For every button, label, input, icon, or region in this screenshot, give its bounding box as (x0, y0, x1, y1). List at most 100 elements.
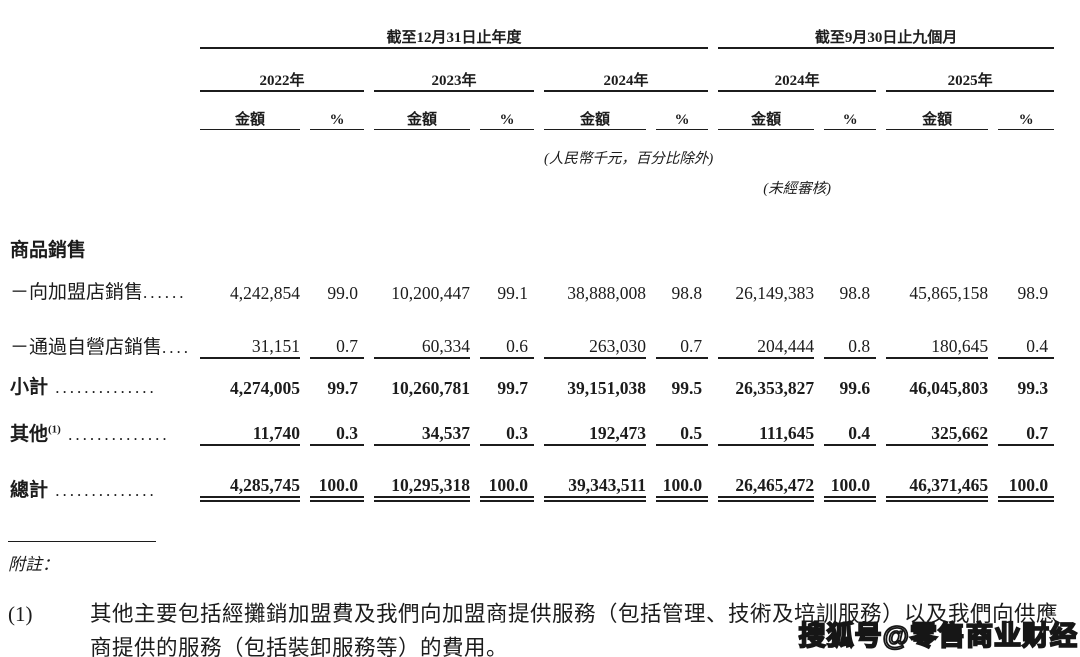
footnote-ref: (1) (48, 423, 61, 436)
percent-cell: 99.7 (497, 378, 528, 398)
revenue-breakdown-table: 截至12月31日止年度 截至9月30日止九個月 2022年 2023年 2024… (0, 10, 1064, 502)
percent-cell: 0.3 (310, 399, 364, 446)
amount-cell: 180,645 (886, 304, 989, 359)
percent-cell: 100.0 (656, 446, 709, 502)
percent-header: % (480, 92, 534, 130)
row-label: －通過自營店銷售.... (10, 304, 190, 359)
percent-cell: 0.7 (310, 304, 364, 359)
percent-header: % (656, 92, 709, 130)
period-group-row: 截至12月31日止年度 截至9月30日止九個月 (10, 10, 1055, 49)
table-row-others: 其他(1) .............. 11,740 0.3 34,537 0… (10, 399, 1055, 446)
row-label-text: －向加盟店銷售 (10, 282, 144, 303)
amount-cell: 38,888,008 (567, 283, 646, 303)
table-row-self-operated-sales: －通過自營店銷售.... 31,151 0.7 60,334 0.6 263,0… (10, 304, 1055, 359)
amount-cell: 325,662 (886, 399, 989, 446)
amount-cell: 45,865,158 (909, 283, 989, 303)
amount-header: 金額 (374, 92, 470, 130)
percent-cell: 99.0 (327, 283, 358, 303)
amount-cell: 4,274,005 (230, 378, 300, 398)
spacer-cell (200, 198, 1054, 262)
amount-cell: 31,151 (200, 304, 300, 359)
amount-cell: 10,260,781 (391, 378, 470, 398)
percent-cell: 100.0 (998, 446, 1055, 502)
section-title-row: 商品銷售 (10, 198, 1054, 262)
percent-cell: 100.0 (824, 446, 877, 502)
footnote-number: (1) (8, 602, 33, 626)
percent-cell: 0.5 (656, 399, 709, 446)
dot-leader: .............. (60, 425, 170, 444)
percent-cell: 0.8 (824, 304, 877, 359)
percent-cell: 0.3 (480, 399, 534, 446)
percent-cell: 99.1 (497, 283, 528, 303)
table-row-total: 總計 .............. 4,285,745 100.0 10,295… (10, 446, 1055, 502)
currency-unit-note: (人民幣千元，百分比除外) (544, 151, 714, 167)
percent-header: % (310, 92, 364, 130)
row-label-text: －通過自營店銷售 (10, 337, 163, 358)
year-header-2024: 2024年 (544, 49, 709, 92)
amount-cell: 263,030 (544, 304, 646, 359)
row-label-text: 小計 (10, 377, 49, 398)
year-header-2022: 2022年 (200, 49, 364, 92)
spacer-cell (10, 130, 534, 168)
amount-cell: 34,537 (374, 399, 470, 446)
unit-note-row: (人民幣千元，百分比除外) (10, 130, 1054, 168)
percent-cell: 0.7 (656, 304, 709, 359)
row-label: －向加盟店銷售...... (10, 262, 190, 304)
row-label: 總計 .............. (10, 446, 190, 502)
year-header-2023: 2023年 (374, 49, 534, 92)
footnote-text: 其他主要包括經攤銷加盟費及我們向加盟商提供服務（包括管理、技術及培訓服務）以及我… (90, 602, 1059, 657)
table-row-franchise-sales: －向加盟店銷售...... 4,242,854 99.0 10,200,447 … (10, 262, 1054, 304)
row-label: 其他(1) .............. (10, 399, 190, 446)
spacer-cell (10, 49, 190, 92)
amount-cell: 26,465,472 (718, 446, 815, 502)
spacer-cell (10, 168, 708, 198)
percent-cell: 100.0 (480, 446, 534, 502)
percent-cell: 98.8 (839, 283, 871, 303)
column-header-row: 金額 % 金額 % 金額 % 金額 % 金額 % (10, 92, 1055, 130)
unaudited-note: (未經審核) (763, 181, 831, 197)
percent-cell: 0.6 (480, 304, 534, 359)
amount-cell: 39,343,511 (544, 446, 646, 502)
percent-cell: 98.9 (1017, 283, 1049, 303)
year-header-2025-9m: 2025年 (886, 49, 1055, 92)
amount-header: 金額 (886, 92, 989, 130)
section-title-merchandise-sales: 商品銷售 (10, 240, 87, 261)
amount-cell: 10,200,447 (391, 283, 470, 303)
period-group-nine-months: 截至9月30日止九個月 (718, 10, 1055, 49)
amount-cell: 60,334 (374, 304, 470, 359)
spacer-cell (886, 168, 1054, 198)
unaudited-note-row: (未經審核) (10, 168, 1054, 198)
percent-cell: 100.0 (310, 446, 364, 502)
amount-header: 金額 (200, 92, 300, 130)
amount-header: 金額 (718, 92, 815, 130)
table-row-subtotal: 小計 .............. 4,274,005 99.7 10,260,… (10, 359, 1054, 399)
watermark-sohu-account: 搜狐号@零售商业财经 (798, 620, 1078, 652)
spacer-cell (10, 92, 190, 130)
row-label-text: 總計 (10, 480, 49, 501)
footnote-divider (8, 541, 156, 542)
amount-header: 金額 (544, 92, 646, 130)
dot-leader: ...... (143, 283, 187, 302)
row-label: 小計 .............. (10, 359, 190, 399)
percent-cell: 99.5 (671, 378, 703, 398)
amount-cell: 46,045,803 (909, 378, 989, 398)
year-header-2024-9m: 2024年 (718, 49, 877, 92)
amount-cell: 4,242,854 (230, 283, 300, 303)
footnote-section: 附註： (1) 其他主要包括經攤銷加盟費及我們向加盟商提供服務（包括管理、技術及… (8, 541, 1070, 657)
amount-cell: 4,285,745 (200, 446, 300, 502)
amount-cell: 111,645 (718, 399, 815, 446)
percent-cell: 0.7 (998, 399, 1055, 446)
amount-cell: 26,353,827 (735, 378, 815, 398)
spacer-cell (718, 130, 1054, 168)
spacer-cell (10, 10, 190, 49)
percent-cell: 98.8 (671, 283, 703, 303)
percent-cell: 99.7 (327, 378, 358, 398)
percent-header: % (824, 92, 877, 130)
amount-cell: 10,295,318 (374, 446, 470, 502)
percent-cell: 0.4 (998, 304, 1055, 359)
footnote-item: (1) 其他主要包括經攤銷加盟費及我們向加盟商提供服務（包括管理、技術及培訓服務… (8, 597, 1070, 657)
amount-cell: 11,740 (200, 399, 300, 446)
amount-cell: 192,473 (544, 399, 646, 446)
amount-cell: 46,371,465 (886, 446, 989, 502)
